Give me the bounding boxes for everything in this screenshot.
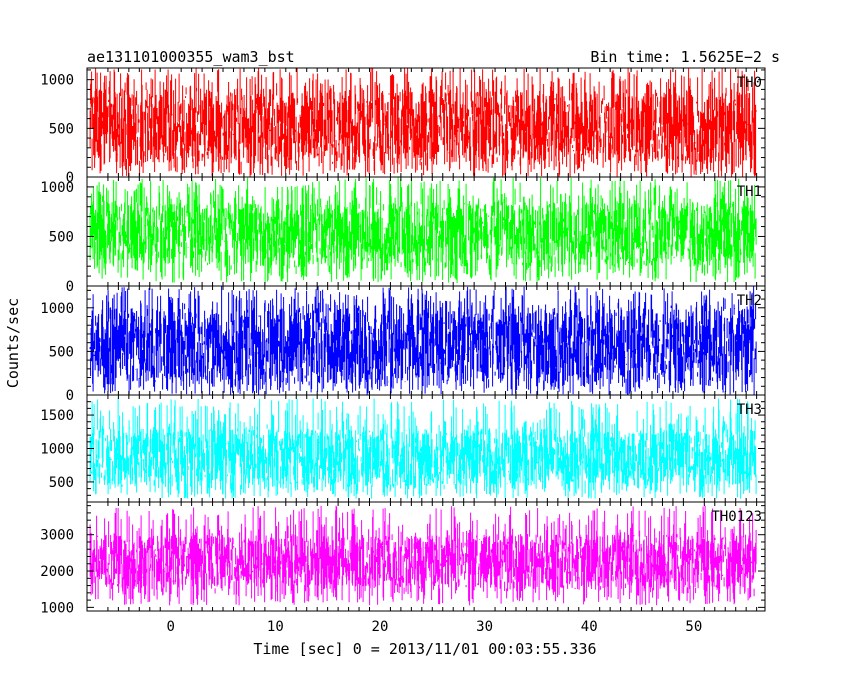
y-tick-label: 1000: [40, 73, 74, 89]
series-th0: [89, 68, 757, 177]
x-ticks: [86, 286, 758, 395]
y-tick-label: 500: [49, 475, 74, 491]
x-tick-label: 40: [581, 619, 598, 635]
panel-label: TH2: [737, 293, 762, 309]
x-ticks: [86, 177, 758, 286]
y-tick-label: 500: [49, 229, 74, 245]
y-ticks: [87, 505, 765, 608]
panel-th2: 0 500 1000 TH2: [40, 285, 766, 404]
y-tick-label: 1000: [40, 301, 74, 317]
y-tick-label: 2000: [40, 564, 74, 580]
x-tick-label: 20: [372, 619, 389, 635]
panel-label: TH0: [737, 75, 762, 91]
x-ticks: [86, 68, 758, 177]
y-tick-label: 1000: [40, 180, 74, 196]
x-tick-label: 30: [476, 619, 493, 635]
y-tick-label: 0: [66, 279, 74, 295]
y-tick-label: 500: [49, 121, 74, 137]
panel-label: TH1: [737, 184, 762, 200]
y-tick-label: 1000: [40, 600, 74, 616]
y-tick-label: 0: [66, 388, 74, 404]
x-tick-label: 0: [166, 619, 174, 635]
y-tick-label: 0: [66, 170, 74, 186]
header-left-title: ae131101000355_wam3_bst: [87, 48, 295, 66]
y-tick-label: 1000: [40, 442, 74, 458]
y-tick-label: 500: [49, 344, 74, 360]
series-th1: [89, 177, 757, 283]
series-th3: [89, 398, 757, 499]
panel-th3: 500 1000 1500 TH3: [40, 394, 766, 503]
header-right-bin-time: Bin time: 1.5625E−2 s: [590, 48, 780, 66]
panel-label: TH0123: [711, 509, 762, 525]
y-tick-label: 3000: [40, 528, 74, 544]
x-ticks: [86, 395, 758, 502]
panel-th1: 0 500 1000 TH1: [40, 176, 766, 295]
x-ticks: [86, 502, 758, 611]
x-axis-label: Time [sec] 0 = 2013/11/01 00:03:55.336: [253, 640, 596, 658]
panel-th0123: 1000 2000 3000 TH0123: [40, 501, 766, 616]
x-tick-label: 50: [685, 619, 702, 635]
y-tick-label: 1500: [40, 408, 74, 424]
series-th0123: [89, 505, 757, 606]
panel-label: TH3: [737, 402, 762, 418]
y-axis-label: Counts/sec: [4, 298, 22, 388]
panel-th0: 0 500 1000 TH0: [40, 67, 766, 186]
x-tick-label: 10: [267, 619, 284, 635]
series-th2: [89, 286, 757, 395]
